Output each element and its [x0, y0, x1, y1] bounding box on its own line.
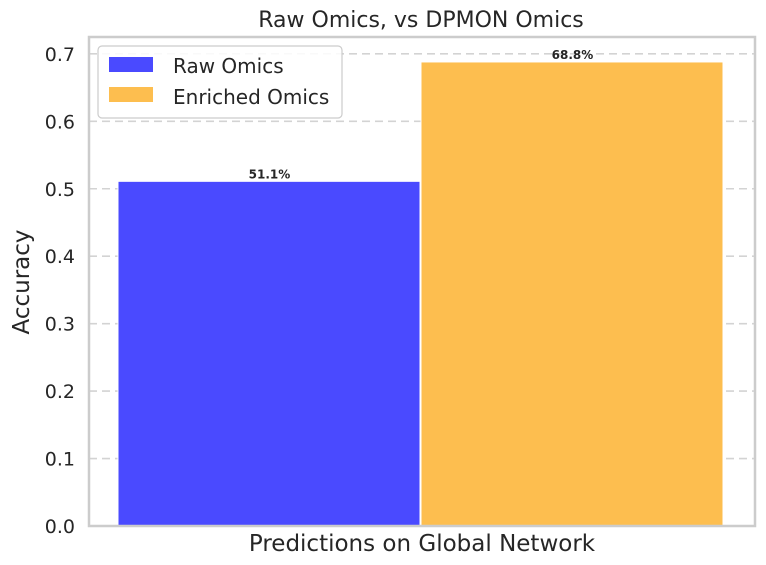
- chart-title: Raw Omics, vs DPMON Omics: [258, 8, 584, 33]
- legend-label-enriched-omics: Enriched Omics: [173, 85, 329, 109]
- bars: [117, 61, 724, 527]
- legend: Raw Omics Enriched Omics: [97, 45, 343, 119]
- y-tick-label: 0.3: [45, 314, 75, 336]
- y-tick-label: 0.0: [45, 516, 75, 538]
- bar-enriched-omics: [420, 61, 724, 527]
- bar-value-label: 51.1%: [249, 167, 291, 181]
- y-tick-label: 0.2: [45, 381, 75, 403]
- legend-swatch-raw-omics: [109, 57, 153, 72]
- y-axis-ticks: 0.0 0.1 0.2 0.3 0.4 0.5 0.6 0.7: [45, 44, 75, 538]
- legend-swatch-enriched-omics: [109, 87, 153, 102]
- y-tick-label: 0.6: [45, 111, 75, 133]
- bar-value-label: 68.8%: [552, 48, 594, 62]
- y-tick-label: 0.5: [45, 179, 75, 201]
- y-tick-label: 0.1: [45, 449, 75, 471]
- plot-frame: [87, 35, 757, 528]
- legend-box: [97, 45, 343, 119]
- x-axis-label: Predictions on Global Network: [249, 531, 596, 557]
- y-tick-label: 0.4: [45, 246, 75, 268]
- bar-raw-omics: [117, 180, 421, 527]
- legend-label-raw-omics: Raw Omics: [173, 54, 284, 78]
- data-labels: 51.1% 68.8%: [249, 48, 594, 181]
- y-axis-label: Accuracy: [9, 229, 35, 334]
- y-tick-label: 0.7: [45, 44, 75, 66]
